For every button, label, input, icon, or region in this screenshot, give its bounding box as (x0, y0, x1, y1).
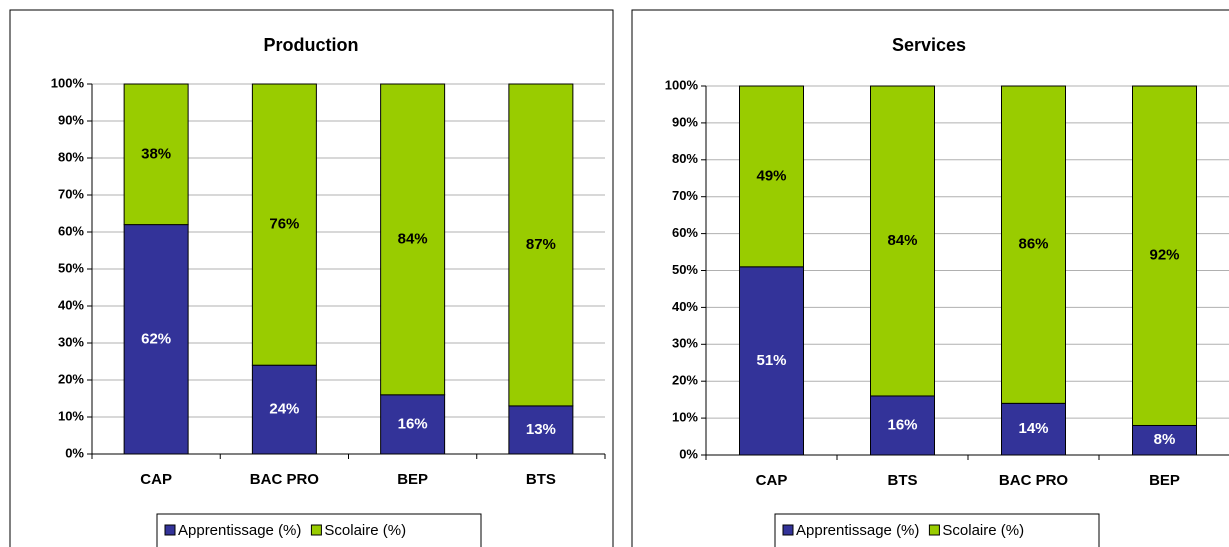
x-tick-label: BAC PRO (250, 471, 320, 488)
x-tick-label: BAC PRO (999, 472, 1069, 489)
legend-label: Scolaire (%) (942, 522, 1024, 539)
data-label: 87% (526, 236, 556, 253)
y-tick-label: 30% (672, 336, 698, 351)
y-tick-label: 40% (672, 299, 698, 314)
bar-segment (380, 394, 446, 455)
legend-swatch (310, 524, 322, 536)
data-label: 84% (398, 230, 428, 247)
y-tick-label: 50% (58, 260, 84, 275)
legend-label: Apprentissage (%) (796, 522, 919, 539)
y-tick-label: 0% (679, 446, 698, 461)
x-tick-label: BEP (1149, 472, 1180, 489)
y-tick-label: 90% (672, 114, 698, 129)
data-label: 24% (269, 401, 299, 418)
y-tick-label: 20% (672, 373, 698, 388)
data-label: 49% (756, 167, 786, 184)
y-tick-label: 90% (58, 112, 84, 127)
data-label: 76% (269, 216, 299, 233)
y-tick-label: 50% (672, 262, 698, 277)
bar-segment (870, 395, 935, 456)
bar-segment (123, 83, 189, 226)
bar-segment (1001, 402, 1066, 456)
data-label: 13% (526, 421, 556, 438)
y-tick-label: 70% (58, 186, 84, 201)
x-tick-label: BTS (526, 471, 556, 488)
bar-segment (380, 83, 446, 396)
y-tick-label: 100% (665, 77, 699, 92)
y-tick-label: 10% (58, 408, 84, 423)
y-tick-label: 40% (58, 297, 84, 312)
y-tick-label: 10% (672, 410, 698, 425)
bar-segment (1001, 85, 1066, 404)
y-tick-label: 80% (58, 149, 84, 164)
data-label: 92% (1149, 247, 1179, 264)
legend-swatch (782, 524, 794, 536)
chart-title: Services (892, 35, 966, 55)
data-label: 86% (1018, 236, 1048, 253)
data-label: 8% (1154, 431, 1176, 448)
data-label: 62% (141, 330, 171, 347)
y-tick-label: 70% (672, 188, 698, 203)
bar-segment (1132, 424, 1197, 456)
x-tick-label: CAP (756, 472, 788, 489)
x-tick-label: BEP (397, 471, 428, 488)
y-tick-label: 0% (65, 445, 84, 460)
bar-segment (508, 83, 574, 407)
x-tick-label: CAP (140, 471, 172, 488)
y-tick-label: 100% (51, 75, 85, 90)
bar-segment (251, 364, 317, 455)
data-label: 84% (887, 232, 917, 249)
legend-swatch (164, 524, 176, 536)
bar-segment (123, 224, 189, 455)
chart-title: Production (264, 35, 359, 55)
bar-segment (1132, 85, 1197, 426)
y-tick-label: 80% (672, 151, 698, 166)
legend-swatch (928, 524, 940, 536)
y-tick-label: 30% (58, 334, 84, 349)
y-tick-label: 60% (58, 223, 84, 238)
bar-segment (739, 266, 804, 456)
legend-label: Apprentissage (%) (178, 522, 301, 539)
bar-segment (870, 85, 935, 397)
data-label: 16% (398, 415, 428, 432)
y-tick-label: 60% (672, 225, 698, 240)
y-tick-label: 20% (58, 371, 84, 386)
data-label: 38% (141, 145, 171, 162)
bar-segment (739, 85, 804, 268)
bar-segment (508, 405, 574, 455)
bar-segment (251, 83, 317, 366)
legend-label: Scolaire (%) (324, 522, 406, 539)
data-label: 51% (756, 352, 786, 369)
x-tick-label: BTS (888, 472, 918, 489)
data-label: 16% (887, 416, 917, 433)
data-label: 14% (1018, 420, 1048, 437)
